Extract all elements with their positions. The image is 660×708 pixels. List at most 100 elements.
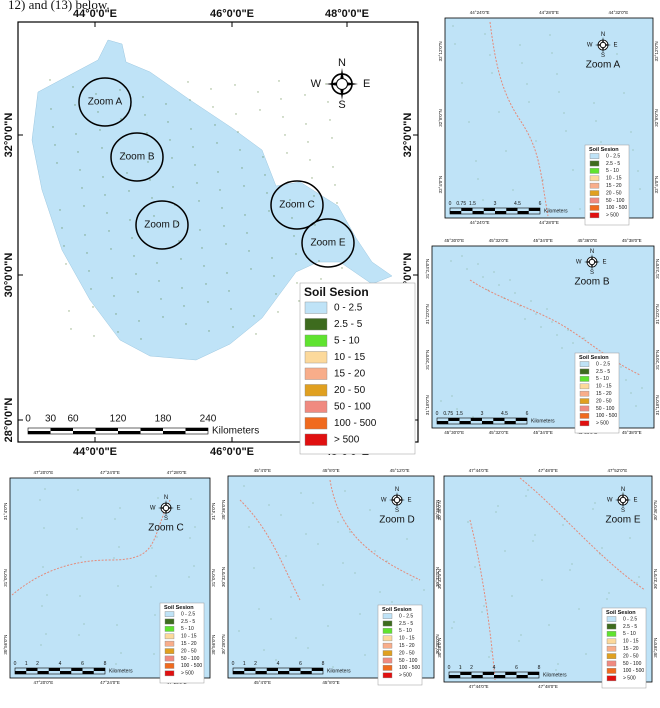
scale-segment xyxy=(71,668,83,671)
scale-tick-label: 0 xyxy=(25,414,31,425)
speck xyxy=(150,586,152,588)
speck xyxy=(114,518,116,520)
scale-segment xyxy=(233,671,245,674)
speck xyxy=(65,263,67,265)
speck xyxy=(153,653,155,655)
scale-segment xyxy=(437,421,449,424)
speck xyxy=(564,518,566,520)
lat-label: 30°32'0"N xyxy=(435,567,440,587)
legend-swatch xyxy=(589,205,600,211)
legend-title: Soil Sesion xyxy=(304,285,369,299)
speck xyxy=(169,139,171,141)
speck xyxy=(46,594,48,596)
speck xyxy=(82,662,84,664)
lon-label: 45°4'0"E xyxy=(254,680,271,685)
scale-segment xyxy=(482,421,494,424)
scale-segment xyxy=(163,431,186,434)
legend-label: 0 - 2.5 xyxy=(334,302,363,313)
legend-label: 20 - 50 xyxy=(623,653,639,659)
speck xyxy=(521,62,523,64)
speck xyxy=(314,224,316,226)
speck xyxy=(505,150,507,152)
lat-label: 30°28'0"N xyxy=(437,638,442,658)
speck xyxy=(509,279,511,281)
scale-segment xyxy=(289,668,301,671)
speck xyxy=(155,575,157,577)
speck xyxy=(81,517,83,519)
scale-tick-label: 2 xyxy=(36,661,39,667)
scale-tick-label: 8 xyxy=(322,661,325,667)
lat-label: 31°22'0"N xyxy=(425,304,430,324)
speck xyxy=(528,101,530,103)
speck xyxy=(153,215,155,217)
speck xyxy=(135,273,137,275)
lat-label: 30°28'0"N xyxy=(435,634,440,654)
speck xyxy=(190,128,192,130)
legend-label: 50 - 100 xyxy=(596,406,615,412)
scale-segment xyxy=(60,671,72,674)
speck xyxy=(77,151,79,153)
legend-swatch xyxy=(382,628,393,634)
lon-label: 47°20'0"E xyxy=(33,680,53,685)
legend-swatch xyxy=(606,638,617,645)
lat-label: 32°0'0"N xyxy=(402,113,414,158)
legend-swatch xyxy=(164,611,175,617)
speck xyxy=(108,230,110,232)
lat-label: 32°0'0"N xyxy=(3,113,15,158)
scale-segment xyxy=(37,671,49,674)
lon-label: 48°0'0"E xyxy=(325,8,369,20)
scale-tick-label: 4 xyxy=(59,661,62,667)
speck xyxy=(482,276,484,278)
compass-s: S xyxy=(338,99,345,111)
lat-label: 31°0'0"N xyxy=(211,569,216,587)
legend-swatch xyxy=(589,175,600,182)
lon-label: 44°0'0"E xyxy=(73,446,117,458)
speck xyxy=(185,323,187,325)
speck xyxy=(514,292,516,294)
speck xyxy=(120,652,122,654)
speck xyxy=(244,214,246,216)
speck xyxy=(56,162,58,164)
legend-swatch xyxy=(382,635,393,642)
speck xyxy=(491,72,493,74)
speck xyxy=(198,200,200,202)
legend-label: > 500 xyxy=(399,673,412,679)
speck xyxy=(592,508,594,510)
legend-label: 2.5 - 5 xyxy=(623,624,637,630)
legend-swatch xyxy=(304,318,328,331)
legend-swatch xyxy=(606,653,617,659)
speck xyxy=(483,605,485,607)
speck xyxy=(275,659,277,661)
scale-segment xyxy=(495,211,507,214)
lat-label: 32°4'0"N xyxy=(438,176,443,194)
legend-swatch xyxy=(579,383,590,390)
speck xyxy=(296,282,298,284)
speck xyxy=(97,111,99,113)
speck xyxy=(298,300,300,302)
caption: 12) and (13) below. xyxy=(8,0,110,12)
legend-title: Soil Sesion xyxy=(579,355,609,361)
speck xyxy=(322,584,324,586)
speck xyxy=(556,334,558,336)
speck xyxy=(157,497,159,499)
speck xyxy=(374,550,376,552)
speck xyxy=(569,569,571,571)
scale-segment xyxy=(185,428,208,431)
legend-swatch xyxy=(606,645,617,652)
speck xyxy=(527,489,529,491)
legend-label: 2.5 - 5 xyxy=(334,319,363,330)
speck xyxy=(295,637,297,639)
lon-label: 47°48'0"E xyxy=(538,468,558,473)
lon-label: 45°30'0"E xyxy=(444,238,464,243)
zoom-label: Zoom B xyxy=(119,152,154,163)
speck xyxy=(337,521,339,523)
speck xyxy=(369,509,371,511)
speck xyxy=(255,333,257,335)
speck xyxy=(530,300,532,302)
scale-outline xyxy=(27,427,209,435)
scale-segment xyxy=(460,672,472,675)
compass-w: W xyxy=(150,506,156,512)
legend-swatch xyxy=(382,613,393,619)
speck xyxy=(504,550,506,552)
speck xyxy=(152,508,154,510)
